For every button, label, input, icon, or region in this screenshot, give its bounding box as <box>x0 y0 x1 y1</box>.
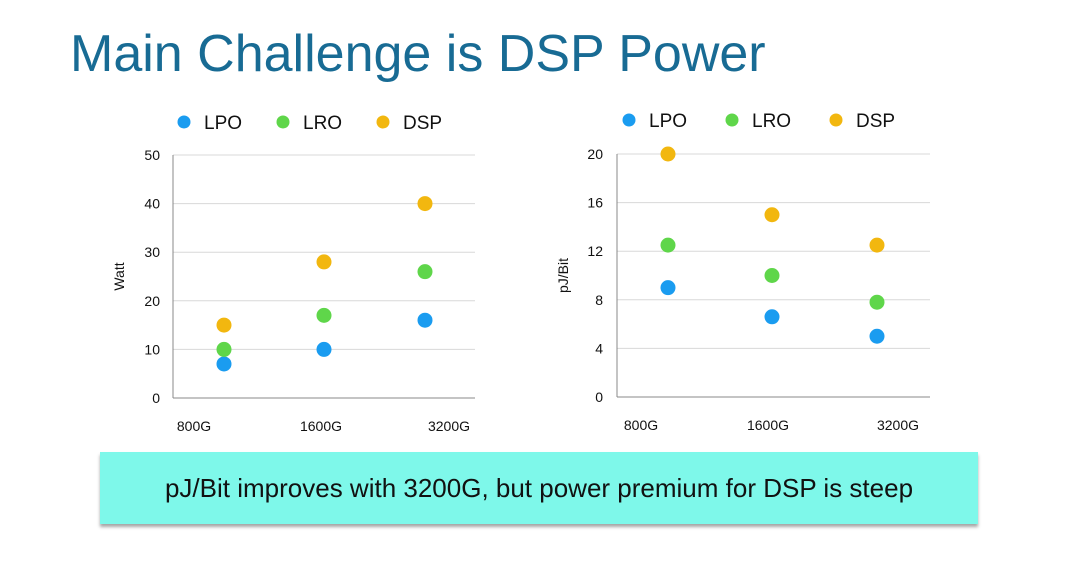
legend-marker-lro <box>276 115 290 129</box>
data-point-dsp <box>316 254 332 270</box>
data-point-lro <box>764 268 780 283</box>
y-tick-label: 16 <box>587 195 603 211</box>
y-tick-label: 50 <box>144 147 160 163</box>
y-tick-label: 20 <box>587 146 603 162</box>
data-point-lpo <box>764 309 780 325</box>
x-tick-label: 1600G <box>300 418 342 434</box>
data-point-lro <box>316 307 332 323</box>
data-point-lro <box>660 237 676 253</box>
y-tick-label: 30 <box>144 244 160 260</box>
x-tick-label: 3200G <box>428 418 470 434</box>
chart-pj-per-bit: 0 4 8 12 16 20 pJ/Bit 800G 1600G 3200G LPO LRO DSP <box>555 111 930 433</box>
y-tick-label: 10 <box>144 341 160 357</box>
data-point-lpo <box>316 341 332 357</box>
legend-label-lro: LRO <box>752 111 791 132</box>
legend-label-dsp: DSP <box>856 111 895 132</box>
legend-label-dsp: DSP <box>403 113 442 134</box>
data-point-lro <box>216 341 232 357</box>
data-point-dsp <box>660 146 676 162</box>
legend-marker-lpo <box>177 115 191 129</box>
y-axis-label: pJ/Bit <box>555 258 571 293</box>
y-tick-label: 12 <box>587 243 603 259</box>
callout-text: pJ/Bit improves with 3200G, but power pr… <box>164 472 914 503</box>
data-point-dsp <box>417 196 433 212</box>
data-point-lro <box>417 264 433 280</box>
data-point-dsp <box>869 237 885 253</box>
x-tick-label: 3200G <box>877 417 919 433</box>
x-tick-label: 800G <box>624 417 658 433</box>
legend-marker-lpo <box>622 113 636 127</box>
chart-watt: 0 10 20 30 40 50 Watt 800G 1600G 3200G LPO LRO DSP <box>111 113 475 434</box>
x-tick-label: 1600G <box>747 417 789 433</box>
legend-marker-dsp <box>829 113 843 127</box>
slide-title: Main Challenge is DSP Power <box>70 25 766 83</box>
data-point-lpo <box>869 328 885 344</box>
data-point-lpo <box>660 280 676 296</box>
y-tick-label: 20 <box>144 293 160 309</box>
y-tick-label: 0 <box>595 389 603 405</box>
y-tick-label: 4 <box>595 340 603 356</box>
data-point-dsp <box>216 317 232 333</box>
legend-label-lro: LRO <box>303 113 342 134</box>
y-tick-label: 40 <box>144 196 160 212</box>
y-axis-label: Watt <box>111 262 127 290</box>
legend-label-lpo: LPO <box>204 113 242 134</box>
data-point-lpo <box>417 312 433 328</box>
x-tick-label: 800G <box>177 418 211 434</box>
data-point-lpo <box>216 356 232 372</box>
legend-label-lpo: LPO <box>649 111 687 132</box>
data-point-dsp <box>764 207 780 223</box>
y-tick-label: 0 <box>152 390 160 406</box>
legend-marker-lro <box>725 113 739 127</box>
data-point-lro <box>869 294 885 310</box>
legend-marker-dsp <box>376 115 390 129</box>
y-tick-label: 8 <box>595 292 603 308</box>
callout-box: pJ/Bit improves with 3200G, but power pr… <box>100 452 978 524</box>
